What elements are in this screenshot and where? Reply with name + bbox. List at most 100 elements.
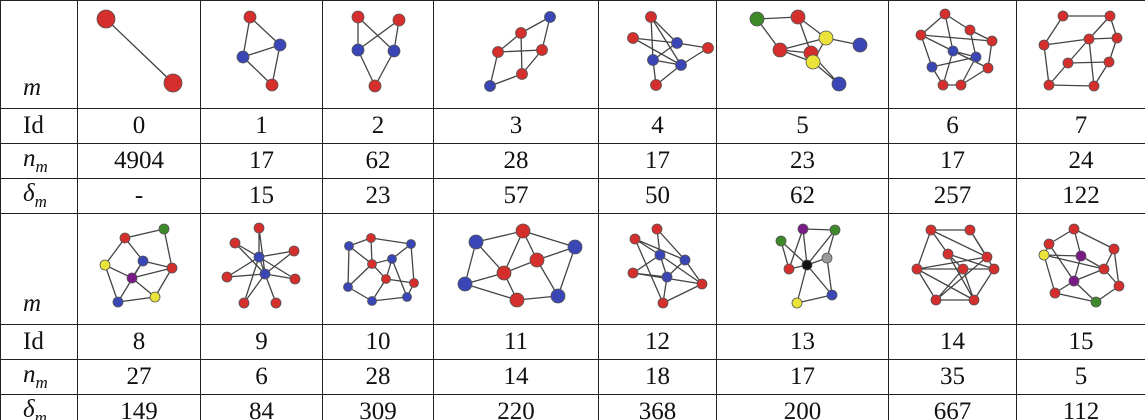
graph-node bbox=[968, 294, 980, 306]
graph-node bbox=[344, 241, 354, 251]
graph-node bbox=[702, 41, 714, 54]
id-cell: 4 bbox=[598, 108, 717, 144]
graph-node bbox=[236, 50, 250, 63]
graph-node bbox=[801, 259, 813, 271]
graph-node bbox=[1057, 10, 1069, 21]
count-cell: 14 bbox=[433, 359, 599, 395]
graph-node bbox=[831, 76, 847, 91]
graph-node bbox=[550, 288, 566, 304]
motif-graph bbox=[1038, 10, 1123, 91]
data-row: Id 8 9 10 11 12 13 14 15 bbox=[0, 324, 1145, 360]
graph-node bbox=[1043, 238, 1055, 250]
delta-cell: 122 bbox=[1016, 178, 1145, 214]
table-cell bbox=[200, 0, 323, 109]
graph-node bbox=[406, 239, 416, 249]
graph-node bbox=[253, 251, 265, 263]
graph-node bbox=[627, 31, 639, 44]
graph-node bbox=[657, 297, 669, 309]
graph-node bbox=[650, 78, 662, 91]
graph-edges bbox=[226, 227, 296, 304]
graph-node bbox=[99, 259, 111, 271]
graph-node bbox=[351, 10, 365, 23]
label-text: m bbox=[23, 74, 42, 101]
graph-edges bbox=[756, 15, 861, 84]
label-text: δ bbox=[23, 396, 35, 420]
graph-node bbox=[982, 62, 994, 73]
label-text: m bbox=[23, 290, 42, 317]
count-cell: 5 bbox=[1016, 359, 1145, 395]
graph-node bbox=[515, 223, 531, 239]
graph-node bbox=[783, 263, 795, 275]
graph-node bbox=[1098, 263, 1110, 275]
id-cell: 3 bbox=[433, 108, 599, 144]
graph-node bbox=[496, 265, 512, 281]
graph-node bbox=[852, 37, 868, 52]
graph-node bbox=[1068, 223, 1080, 235]
graph-node bbox=[1068, 275, 1080, 287]
graph-node bbox=[986, 35, 998, 46]
graph-node bbox=[368, 79, 382, 92]
graph-node bbox=[402, 292, 412, 302]
count-cell: 28 bbox=[322, 359, 434, 395]
graph-node bbox=[492, 45, 504, 58]
graph-node bbox=[911, 263, 923, 275]
graph-node bbox=[1043, 79, 1055, 90]
graph-node bbox=[1104, 10, 1116, 21]
motif-graph bbox=[1038, 223, 1125, 308]
graph-node bbox=[1038, 249, 1050, 261]
id-cell: 15 bbox=[1016, 324, 1145, 360]
data-row: nm 27 6 28 14 18 17 35 5 bbox=[0, 359, 1145, 395]
graph-node bbox=[253, 222, 265, 234]
label-subscript: m bbox=[35, 157, 48, 176]
motif-graph bbox=[96, 9, 183, 92]
graph-node bbox=[126, 272, 138, 284]
label-subscript: m bbox=[35, 373, 48, 392]
count-cell: 17 bbox=[200, 143, 323, 179]
graph-edges bbox=[357, 16, 400, 86]
graph-node bbox=[937, 79, 949, 90]
graph-node bbox=[775, 235, 787, 247]
graph-node bbox=[1049, 287, 1061, 299]
motif-graph bbox=[457, 223, 583, 308]
graph-node bbox=[289, 273, 301, 285]
graph-node bbox=[509, 292, 525, 308]
graph-node bbox=[1090, 296, 1102, 308]
count-cell: 35 bbox=[888, 359, 1017, 395]
delta-cell: 200 bbox=[716, 394, 889, 420]
motif-graph bbox=[915, 8, 998, 90]
table-cell bbox=[1016, 0, 1145, 109]
row-label: m bbox=[0, 213, 78, 325]
data-row: Id 0 1 2 3 4 5 6 7 bbox=[0, 108, 1145, 144]
graph-edges bbox=[632, 228, 703, 304]
table-cell bbox=[77, 213, 201, 325]
graph-edges bbox=[105, 18, 174, 83]
delta-cell: 23 bbox=[322, 178, 434, 214]
count-cell: 17 bbox=[716, 359, 889, 395]
graph-node bbox=[790, 9, 806, 24]
id-cell: 1 bbox=[200, 108, 323, 144]
id-cell: 12 bbox=[598, 324, 717, 360]
id-cell: 13 bbox=[716, 324, 889, 360]
id-cell: 10 bbox=[322, 324, 434, 360]
graph-node bbox=[1088, 80, 1100, 91]
table-cell bbox=[598, 213, 717, 325]
graph-node bbox=[1103, 56, 1115, 67]
graph-node bbox=[259, 268, 271, 280]
graph-node bbox=[661, 271, 673, 283]
graph-edges bbox=[780, 228, 836, 304]
delta-cell: 84 bbox=[200, 394, 323, 420]
row-label: nm bbox=[0, 359, 78, 395]
graph-node bbox=[516, 67, 528, 80]
graph-node bbox=[1062, 57, 1074, 68]
delta-cell: 112 bbox=[1016, 394, 1145, 420]
table-cell bbox=[888, 0, 1017, 109]
delta-cell: 220 bbox=[433, 394, 599, 420]
graph-node bbox=[926, 61, 938, 72]
table-cell bbox=[716, 0, 889, 109]
graph-node bbox=[265, 78, 279, 91]
graph-node bbox=[112, 296, 124, 308]
graph-node bbox=[930, 294, 942, 306]
graph-node bbox=[1113, 280, 1125, 292]
graph-node bbox=[627, 267, 639, 279]
row-label: δm bbox=[0, 394, 78, 420]
